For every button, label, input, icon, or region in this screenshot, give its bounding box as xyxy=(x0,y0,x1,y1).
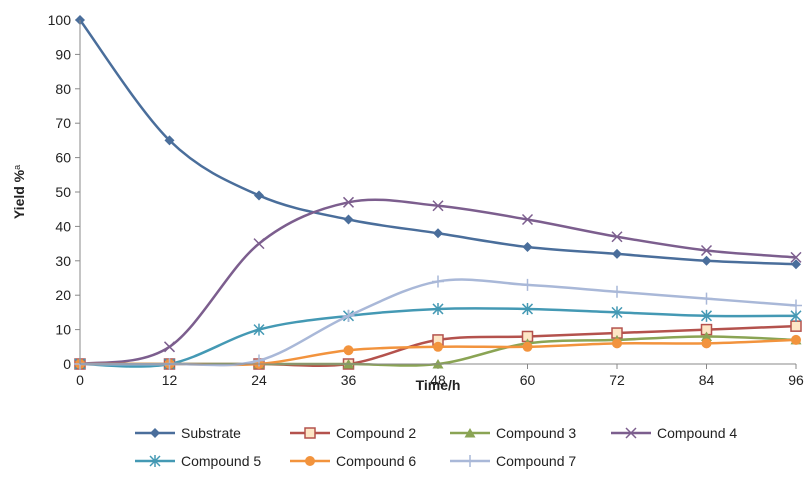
x-axis-title: Time/h xyxy=(416,377,461,393)
data-point-compound-4 xyxy=(432,200,444,212)
legend-item-compound-5: Compound 5 xyxy=(135,453,261,469)
legend-item-compound-3: Compound 3 xyxy=(450,425,576,441)
data-point-compound-7 xyxy=(432,275,444,288)
data-point-compound-7 xyxy=(700,292,713,305)
legend-swatch-marker xyxy=(304,427,316,439)
y-axis-title: Yield %a xyxy=(11,165,27,219)
data-point-compound-6 xyxy=(522,341,533,352)
x-tick-label: 36 xyxy=(341,372,357,388)
y-tick-label: 70 xyxy=(55,115,71,131)
data-point-compound-5 xyxy=(432,302,444,315)
legend-label: Compound 4 xyxy=(657,425,737,441)
data-point-compound-4 xyxy=(163,341,176,353)
series-substrate xyxy=(75,15,801,270)
data-point-substrate xyxy=(254,190,264,201)
data-point-compound-5 xyxy=(700,309,713,322)
y-tick-label: 100 xyxy=(48,12,72,28)
series-line-compound-7 xyxy=(79,278,797,367)
y-tick-label: 40 xyxy=(55,218,71,234)
data-point-compound-5 xyxy=(253,323,265,336)
legend-label: Compound 7 xyxy=(496,453,576,469)
legend-item-compound-4: Compound 4 xyxy=(611,425,737,441)
data-point-compound-5 xyxy=(521,302,534,315)
data-point-compound-7 xyxy=(790,299,802,312)
y-axis-title-text: Yield % xyxy=(11,169,27,219)
data-point-compound-7 xyxy=(253,354,265,367)
data-point-compound-3 xyxy=(701,331,712,341)
x-tick-label: 72 xyxy=(609,372,625,388)
y-tick-label: 50 xyxy=(55,184,71,200)
series-compound-4 xyxy=(74,196,802,370)
y-axis-title-superscript: a xyxy=(12,165,22,170)
series-line-substrate xyxy=(78,19,797,266)
x-tick-label: 96 xyxy=(788,372,804,388)
y-tick-label: 80 xyxy=(55,81,71,97)
x-tick-label: 60 xyxy=(520,372,536,388)
legend-item-compound-7: Compound 7 xyxy=(450,453,576,469)
data-point-substrate xyxy=(164,135,175,146)
data-point-compound-6 xyxy=(433,341,443,352)
x-axis-ticks: 0 12 24 36 48 60 72 84 96 xyxy=(76,364,804,388)
data-point-compound-4 xyxy=(611,231,623,243)
legend-item-compound-6: Compound 6 xyxy=(290,453,416,469)
data-point-compound-4 xyxy=(253,238,265,250)
y-tick-label: 90 xyxy=(55,46,71,62)
y-tick-label: 10 xyxy=(55,322,71,338)
legend-swatch-marker xyxy=(149,455,161,467)
series-line-compound-4 xyxy=(79,198,797,366)
data-point-compound-6 xyxy=(612,338,622,349)
data-point-substrate xyxy=(343,214,354,225)
data-point-compound-2 xyxy=(790,320,802,332)
data-point-compound-5 xyxy=(790,309,802,322)
legend-swatch-marker xyxy=(464,455,476,467)
y-tick-label: 20 xyxy=(55,287,71,303)
data-point-compound-7 xyxy=(342,309,355,322)
data-point-substrate xyxy=(522,242,533,253)
data-point-substrate xyxy=(433,228,443,239)
data-point-compound-7 xyxy=(521,278,534,291)
data-point-compound-5 xyxy=(611,306,623,319)
data-point-substrate xyxy=(701,255,712,266)
x-tick-label: 48 xyxy=(430,372,446,388)
data-point-compound-7 xyxy=(611,285,623,298)
legend-label: Compound 3 xyxy=(496,425,576,441)
data-point-substrate xyxy=(612,248,622,259)
series-group xyxy=(74,15,802,370)
x-tick-label: 84 xyxy=(699,372,715,388)
legend-item-compound-2: Compound 2 xyxy=(290,425,416,441)
data-point-compound-4 xyxy=(700,244,713,257)
data-point-compound-4 xyxy=(342,196,355,208)
data-point-compound-4 xyxy=(521,213,534,226)
data-point-compound-6 xyxy=(701,338,712,349)
legend: Substrate Compound 2 Compound 3 Compound 4 C… xyxy=(135,425,737,469)
y-tick-label: 0 xyxy=(63,356,71,372)
y-tick-label: 60 xyxy=(55,150,71,166)
x-tick-label: 12 xyxy=(162,372,178,388)
legend-label: Compound 2 xyxy=(336,425,416,441)
legend-label: Compound 6 xyxy=(336,453,416,469)
data-point-compound-6 xyxy=(791,334,801,345)
data-point-substrate xyxy=(791,259,801,270)
y-tick-label: 30 xyxy=(55,253,71,269)
x-tick-label: 24 xyxy=(251,372,267,388)
data-point-compound-6 xyxy=(343,345,354,356)
x-tick-label: 0 xyxy=(76,372,84,388)
legend-label: Compound 5 xyxy=(181,453,261,469)
y-axis-ticks: 0 10 20 30 40 50 60 70 80 90 100 xyxy=(48,12,80,372)
series-compound-7 xyxy=(74,275,802,370)
legend-swatch-marker xyxy=(150,428,160,438)
legend-label: Substrate xyxy=(181,425,241,441)
legend-swatch-marker xyxy=(464,428,476,438)
data-point-compound-4 xyxy=(790,251,802,263)
legend-swatch-marker xyxy=(305,456,315,466)
legend-item-substrate: Substrate xyxy=(135,425,241,441)
legend-swatch-marker xyxy=(625,427,637,439)
